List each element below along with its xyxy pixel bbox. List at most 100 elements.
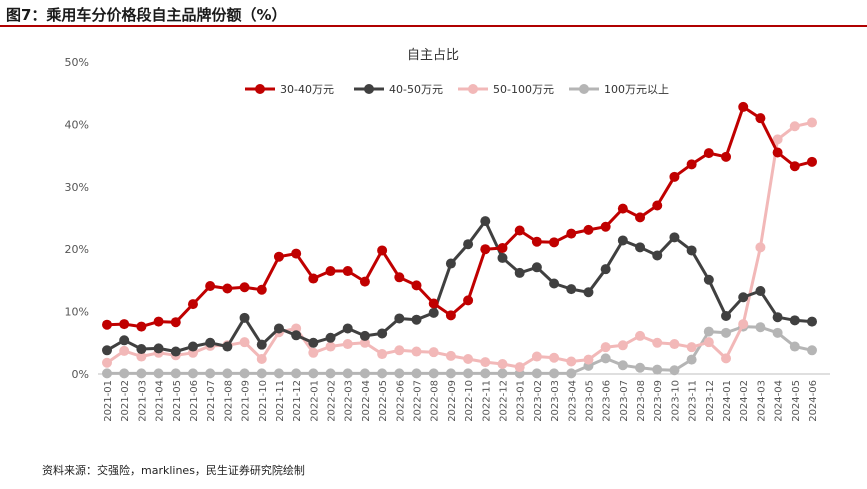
legend-label: 50-100万元: [493, 83, 554, 96]
data-point: [411, 368, 422, 379]
source-note: 资料来源：交强险，marklines，民生证券研究院绘制: [42, 464, 305, 477]
x-tick-label: 2021-02: [120, 380, 131, 422]
data-point: [325, 341, 336, 352]
data-point: [721, 151, 732, 162]
data-point: [411, 346, 422, 357]
data-point: [342, 339, 353, 350]
data-point: [480, 357, 491, 368]
data-point: [617, 360, 628, 371]
legend-marker: [468, 84, 478, 94]
data-point: [686, 354, 697, 365]
x-tick-label: 2022-09: [447, 380, 458, 422]
data-point: [566, 228, 577, 239]
x-tick-label: 2021-06: [189, 380, 200, 422]
legend-label: 30-40万元: [280, 83, 334, 96]
data-point: [652, 337, 663, 348]
data-point: [222, 283, 233, 294]
y-tick-label: 50%: [65, 56, 89, 69]
data-point: [428, 347, 439, 358]
data-point: [497, 252, 508, 263]
series-4: [102, 321, 817, 379]
data-point: [531, 351, 542, 362]
data-point: [102, 357, 112, 368]
data-point: [703, 337, 714, 348]
data-point: [686, 342, 697, 353]
data-point: [772, 134, 783, 145]
data-point: [686, 245, 697, 256]
x-tick-label: 2022-10: [464, 380, 475, 422]
data-point: [669, 365, 680, 376]
x-tick-label: 2024-04: [774, 380, 785, 422]
data-point: [377, 349, 388, 360]
x-tick-label: 2021-12: [292, 380, 303, 422]
x-tick-label: 2021-08: [223, 380, 234, 422]
data-point: [789, 121, 800, 132]
data-point: [239, 368, 250, 379]
legend-marker: [579, 84, 589, 94]
data-point: [102, 319, 112, 330]
x-tick-label: 2021-05: [172, 380, 183, 422]
legend-item: 50-100万元: [458, 83, 554, 96]
data-point: [170, 368, 181, 379]
data-point: [445, 368, 456, 379]
data-point: [549, 368, 560, 379]
data-point: [738, 292, 749, 303]
legend-label: 100万元以上: [604, 83, 669, 96]
data-point: [325, 368, 336, 379]
data-point: [549, 278, 560, 289]
data-point: [807, 156, 817, 167]
x-tick-label: 2022-02: [327, 380, 338, 422]
data-point: [686, 159, 697, 170]
data-point: [566, 368, 577, 379]
data-point: [755, 286, 766, 297]
data-point: [153, 368, 164, 379]
data-point: [325, 332, 336, 343]
data-point: [273, 251, 284, 262]
x-tick-label: 2022-05: [378, 380, 389, 422]
data-point: [566, 284, 577, 295]
data-point: [291, 323, 302, 334]
x-tick-label: 2022-07: [413, 380, 424, 422]
data-point: [308, 337, 319, 348]
data-point: [566, 356, 577, 367]
data-point: [755, 322, 766, 333]
data-point: [153, 316, 164, 327]
data-point: [480, 216, 491, 227]
figure-title: 图7：乘用车分价格段自主品牌份额（%）: [6, 6, 287, 24]
y-tick-label: 20%: [65, 243, 89, 256]
data-point: [514, 267, 525, 278]
data-point: [514, 362, 525, 373]
data-point: [239, 337, 250, 348]
data-point: [531, 236, 542, 247]
x-tick-label: 2023-09: [653, 380, 664, 422]
data-point: [119, 335, 130, 346]
data-point: [205, 368, 216, 379]
data-point: [514, 225, 525, 236]
data-point: [102, 345, 112, 356]
data-point: [703, 274, 714, 285]
data-point: [394, 368, 405, 379]
data-point: [635, 242, 646, 253]
data-point: [119, 368, 130, 379]
legend-item: 30-40万元: [245, 83, 334, 96]
data-point: [807, 117, 817, 128]
data-point: [600, 342, 611, 353]
x-tick-label: 2024-03: [756, 380, 767, 422]
data-point: [497, 368, 508, 379]
data-point: [807, 345, 817, 356]
data-point: [102, 368, 112, 379]
data-point: [669, 339, 680, 350]
data-point: [308, 273, 319, 284]
data-point: [617, 340, 628, 351]
x-tick-label: 2022-12: [498, 380, 509, 422]
legend-label: 40-50万元: [389, 83, 443, 96]
x-tick-label: 2021-09: [241, 380, 252, 422]
data-point: [187, 368, 198, 379]
data-point: [411, 280, 422, 291]
data-point: [583, 224, 594, 235]
y-tick-label: 10%: [65, 306, 89, 319]
data-point: [325, 266, 336, 277]
data-point: [377, 328, 388, 339]
data-point: [119, 319, 130, 330]
data-point: [635, 362, 646, 373]
